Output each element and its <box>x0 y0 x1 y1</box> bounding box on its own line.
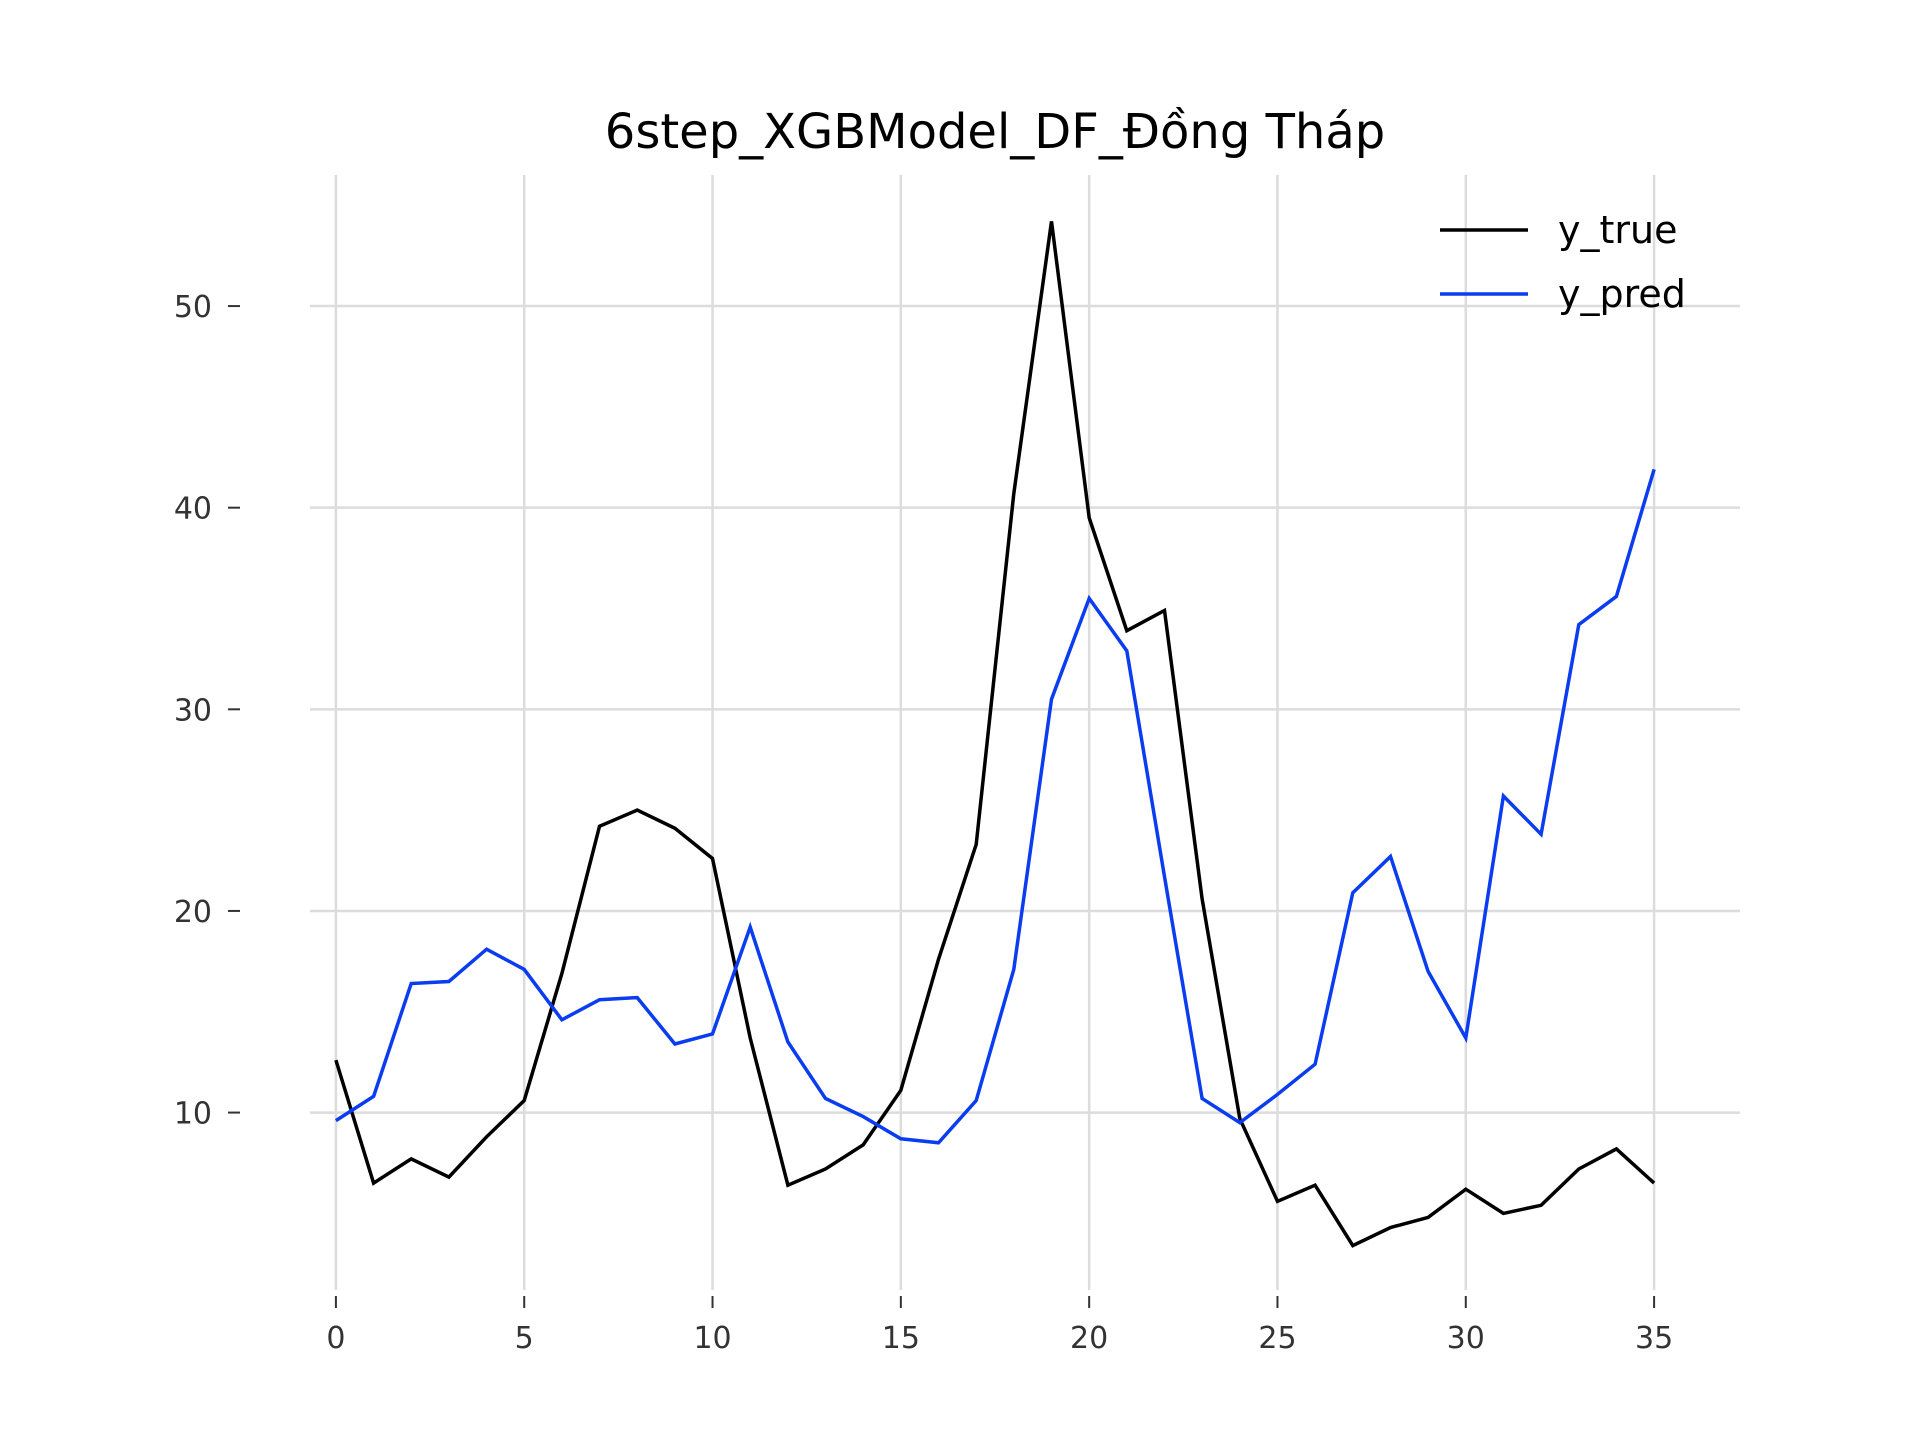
x-tick-label: 35 <box>1635 1321 1673 1356</box>
x-tick-label: 5 <box>515 1321 534 1356</box>
legend-label-y-pred: y_pred <box>1558 272 1686 316</box>
y-tick-label: 20 <box>174 895 212 930</box>
y-tick-label: 40 <box>174 492 212 527</box>
legend-label-y-true: y_true <box>1558 208 1677 252</box>
y-tick-label: 10 <box>174 1097 212 1132</box>
series-lines <box>334 221 1656 1248</box>
series-line-y-true <box>334 221 1656 1248</box>
legend: y_true y_pred <box>1440 208 1686 316</box>
x-tick-label: 0 <box>326 1321 345 1356</box>
series-line-y-pred <box>334 468 1656 1145</box>
axis-ticks: 0 5 10 15 20 25 30 35 10 20 30 40 50 <box>174 290 1673 1356</box>
y-tick-label: 30 <box>174 693 212 728</box>
x-tick-label: 15 <box>882 1321 920 1356</box>
y-tick-label: 50 <box>174 290 212 325</box>
grid <box>310 175 1740 1290</box>
x-tick-label: 20 <box>1070 1321 1108 1356</box>
x-tick-label: 10 <box>693 1321 731 1356</box>
x-tick-label: 30 <box>1447 1321 1485 1356</box>
chart-title: 6step_XGBModel_DF_Đồng Tháp <box>605 104 1385 160</box>
x-tick-label: 25 <box>1258 1321 1296 1356</box>
